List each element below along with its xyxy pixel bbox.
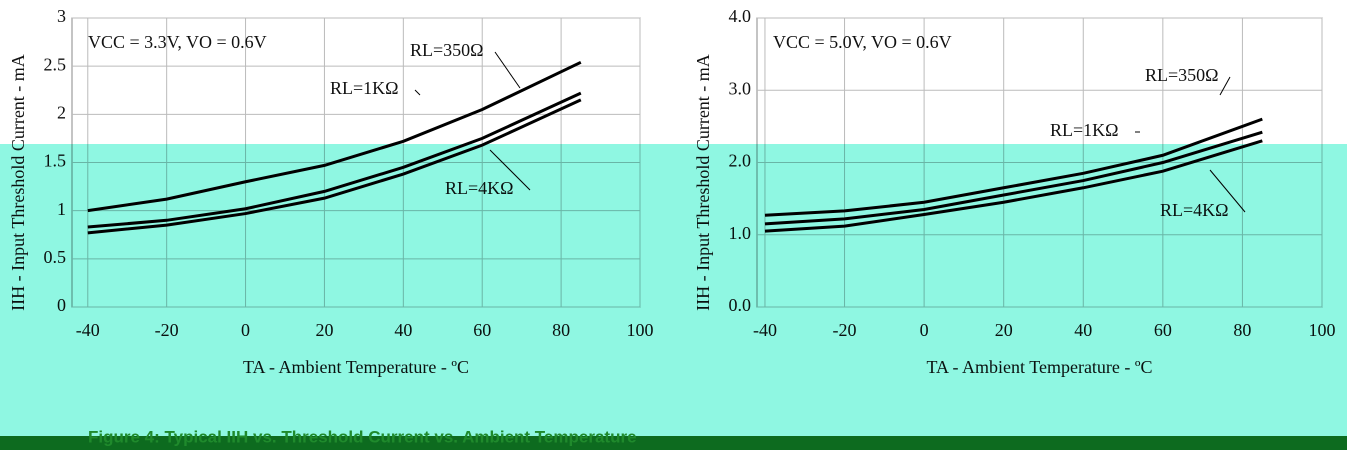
y-tick-label: 3.0 bbox=[729, 78, 752, 98]
y-tick-label: 2 bbox=[57, 102, 66, 122]
selection-overlay bbox=[0, 144, 1347, 436]
series-label: RL=1KΩ bbox=[1050, 120, 1119, 140]
label-arrow bbox=[1219, 76, 1231, 96]
caption: Figure 4: Typical IIH vs. Threshold Curr… bbox=[88, 427, 637, 446]
series-label: RL=350Ω bbox=[1145, 65, 1219, 85]
label-arrow bbox=[414, 89, 421, 96]
label-arrow bbox=[494, 51, 521, 89]
series-label: RL=350Ω bbox=[410, 40, 484, 60]
caption-bar bbox=[0, 436, 1347, 450]
y-tick-label: 3 bbox=[57, 6, 66, 26]
series-label: RL=1KΩ bbox=[330, 78, 399, 98]
y-tick-label: 4.0 bbox=[729, 6, 752, 26]
y-tick-label: 2.5 bbox=[44, 54, 67, 74]
annotation: VCC = 5.0V, VO = 0.6V bbox=[773, 32, 952, 52]
annotation: VCC = 3.3V, VO = 0.6V bbox=[88, 32, 267, 52]
